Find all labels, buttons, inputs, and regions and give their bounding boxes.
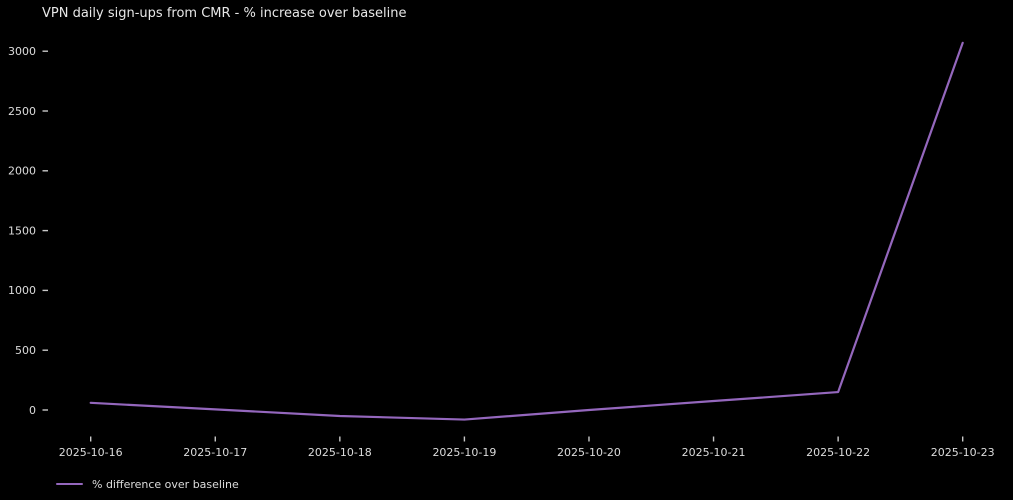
legend: % difference over baseline — [56, 476, 239, 492]
x-axis-tick-label: 2025-10-18 — [308, 446, 372, 459]
legend-label: % difference over baseline — [92, 477, 239, 491]
x-axis-tick-label: 2025-10-17 — [183, 446, 247, 459]
chart-title: VPN daily sign-ups from CMR - % increase… — [42, 6, 407, 21]
legend-line-swatch — [56, 482, 83, 486]
x-axis-tick-label: 2025-10-22 — [806, 446, 870, 459]
y-axis-tick-label: 3000 — [8, 45, 36, 58]
y-axis-tick-label: 500 — [15, 344, 36, 357]
x-axis-tick-label: 2025-10-21 — [682, 446, 746, 459]
x-axis-tick-label: 2025-10-20 — [557, 446, 621, 459]
x-axis-tick-label: 2025-10-16 — [59, 446, 123, 459]
x-axis-tick-label: 2025-10-23 — [931, 446, 995, 459]
x-axis-tick-label: 2025-10-19 — [432, 446, 496, 459]
y-axis-tick-label: 1500 — [8, 224, 36, 237]
series-line-pct-difference — [89, 41, 964, 421]
y-axis-tick-label: 2000 — [8, 165, 36, 178]
y-axis-tick-label: 0 — [29, 404, 36, 417]
y-axis-tick-label: 2500 — [8, 105, 36, 118]
y-axis-tick-label: 1000 — [8, 284, 36, 297]
